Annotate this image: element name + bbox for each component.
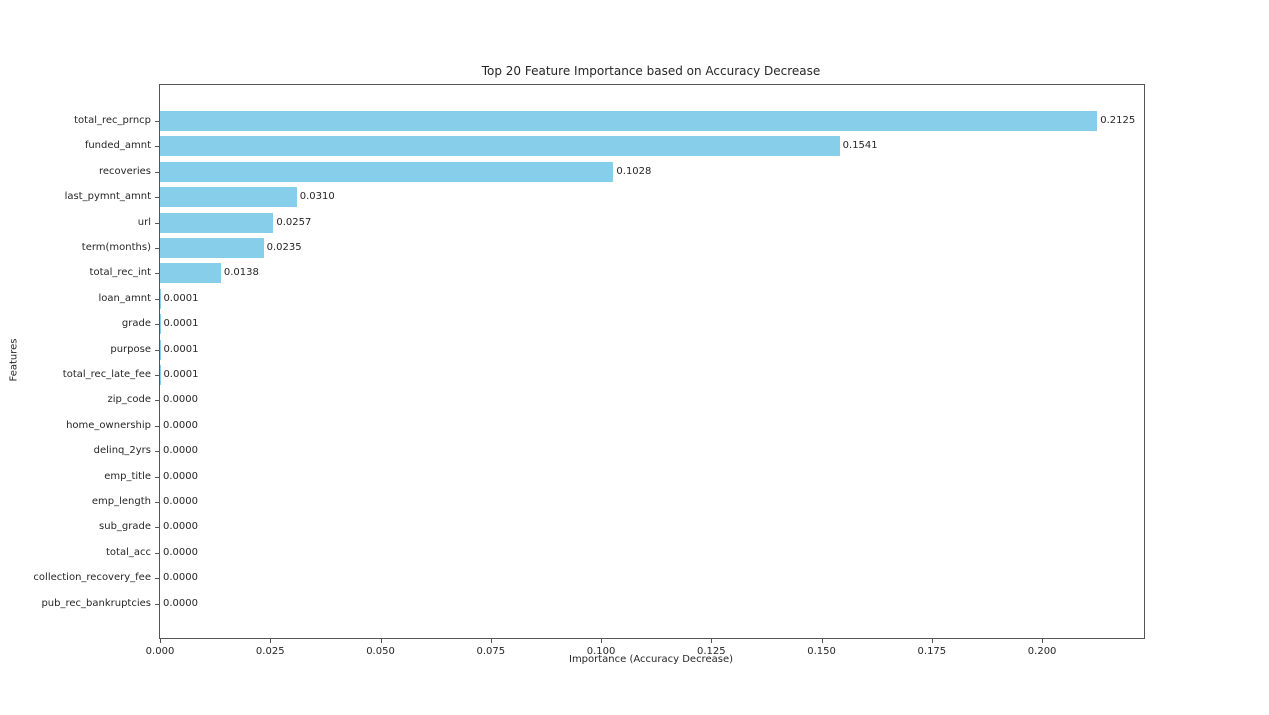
bar-term(months): [160, 238, 264, 258]
x-tick-label: 0.125: [696, 646, 726, 657]
y-tick-mark: [155, 502, 159, 503]
y-tick-mark: [155, 298, 159, 300]
y-tick-label-total_rec_prncp: total_rec_prncp: [74, 115, 151, 126]
y-tick-mark: [155, 273, 159, 275]
x-tick-label: 0.100: [586, 646, 616, 657]
x-tick-mark: [1042, 639, 1044, 643]
y-tick-label-pub_rec_bankruptcies: pub_rec_bankruptcies: [41, 597, 151, 609]
y-tick-label-total_acc: total_acc: [106, 546, 151, 558]
y-tick-label-term(months): term(months): [81, 242, 151, 253]
x-tick-mark: [490, 639, 492, 643]
bar-value-label: 0.2125: [1100, 115, 1136, 126]
bar-value-label: 0.0001: [163, 369, 199, 380]
bar-recoveries: [160, 161, 614, 182]
y-tick-label-grade: grade: [121, 318, 151, 330]
y-axis-label: Features: [8, 338, 20, 382]
x-tick-label: 0.175: [917, 646, 947, 657]
bar-value-label: 0.0000: [163, 521, 198, 533]
y-tick-mark: [155, 121, 159, 122]
y-tick-mark: [155, 171, 159, 173]
bar-value-label: 0.0001: [163, 343, 199, 355]
y-tick-label-total_rec_int: total_rec_int: [89, 267, 151, 279]
y-tick-mark: [155, 400, 159, 402]
bar-funded_amnt: [160, 136, 840, 157]
bar-value-label: 0.0310: [299, 191, 335, 203]
y-tick-label-emp_title: emp_title: [104, 470, 151, 482]
x-tick-label: 0.025: [255, 646, 285, 657]
y-tick-label-recoveries: recoveries: [99, 165, 151, 177]
y-tick-mark: [155, 552, 159, 554]
bar-value-label: 0.0001: [163, 318, 199, 330]
bar-value-label: 0.0000: [163, 419, 198, 431]
bar-value-label: 0.0138: [223, 267, 259, 279]
bar-value-label: 0.0000: [163, 496, 198, 507]
y-tick-mark: [155, 248, 159, 249]
x-tick-label: 0.050: [366, 646, 395, 657]
x-tick-mark: [160, 639, 161, 643]
x-axis-label: Importance (Accuracy Decrease): [568, 654, 734, 665]
bar-value-label: 0.0000: [163, 597, 198, 609]
y-tick-label-loan_amnt: loan_amnt: [98, 292, 152, 304]
bar-value-label: 0.0000: [163, 470, 198, 482]
bar-value-label: 0.0257: [276, 216, 312, 228]
x-tick-mark: [601, 639, 603, 643]
chart-title: Top 20 Feature Importance based on Accur…: [481, 64, 821, 78]
x-tick-label: 0.200: [1027, 646, 1057, 657]
bar-last_pymnt_amnt: [160, 187, 297, 208]
y-tick-mark: [155, 578, 159, 580]
y-tick-label-zip_code: zip_code: [107, 394, 152, 406]
y-tick-label-total_rec_late_fee: total_rec_late_fee: [62, 369, 151, 380]
plot-area: 0.2125 total_rec_prncp 0.1541 funded_amnt 0.…: [33, 84, 1145, 657]
y-tick-mark: [155, 476, 159, 478]
y-tick-mark: [155, 197, 159, 199]
bar-value-label: 0.0001: [163, 292, 199, 304]
y-tick-mark: [155, 222, 159, 224]
x-tick-label: 0.075: [476, 646, 506, 657]
y-tick-mark: [155, 349, 159, 351]
x-tick-mark: [821, 639, 823, 643]
x-tick-mark: [711, 639, 713, 643]
y-tick-mark: [155, 527, 159, 529]
y-tick-mark: [155, 375, 159, 376]
y-tick-label-last_pymnt_amnt: last_pymnt_amnt: [64, 191, 151, 203]
y-tick-label-collection_recovery_fee: collection_recovery_fee: [33, 572, 151, 584]
y-tick-mark: [155, 146, 159, 148]
y-tick-mark: [155, 425, 159, 427]
y-tick-label-funded_amnt: funded_amnt: [84, 140, 151, 152]
y-tick-mark: [155, 603, 159, 605]
y-tick-mark: [155, 451, 159, 453]
y-tick-label-url: url: [137, 216, 151, 228]
bar-value-label: 0.0000: [163, 445, 198, 457]
bar-url: [160, 212, 274, 233]
x-tick-label: 0.000: [145, 646, 175, 657]
bar-total_rec_int: [160, 263, 221, 284]
x-tick-mark: [270, 639, 272, 643]
y-tick-label-sub_grade: sub_grade: [99, 521, 151, 533]
bar-total_rec_prncp: [160, 111, 1098, 131]
y-tick-label-home_ownership: home_ownership: [66, 419, 151, 431]
bar-value-label: 0.0000: [163, 572, 198, 584]
x-tick-mark: [931, 639, 933, 643]
x-tick-label: 0.150: [807, 646, 836, 657]
bar-value-label: 0.1541: [842, 140, 878, 152]
y-tick-label-purpose: purpose: [110, 343, 151, 355]
bar-value-label: 0.0000: [163, 546, 198, 558]
y-tick-label-delinq_2yrs: delinq_2yrs: [93, 445, 151, 457]
x-tick-mark: [380, 639, 382, 643]
bar-value-label: 0.0235: [266, 242, 302, 253]
bar-value-label: 0.0000: [163, 394, 198, 406]
y-tick-mark: [155, 324, 159, 326]
bar-value-label: 0.1028: [616, 165, 652, 177]
y-tick-label-emp_length: emp_length: [91, 496, 151, 507]
